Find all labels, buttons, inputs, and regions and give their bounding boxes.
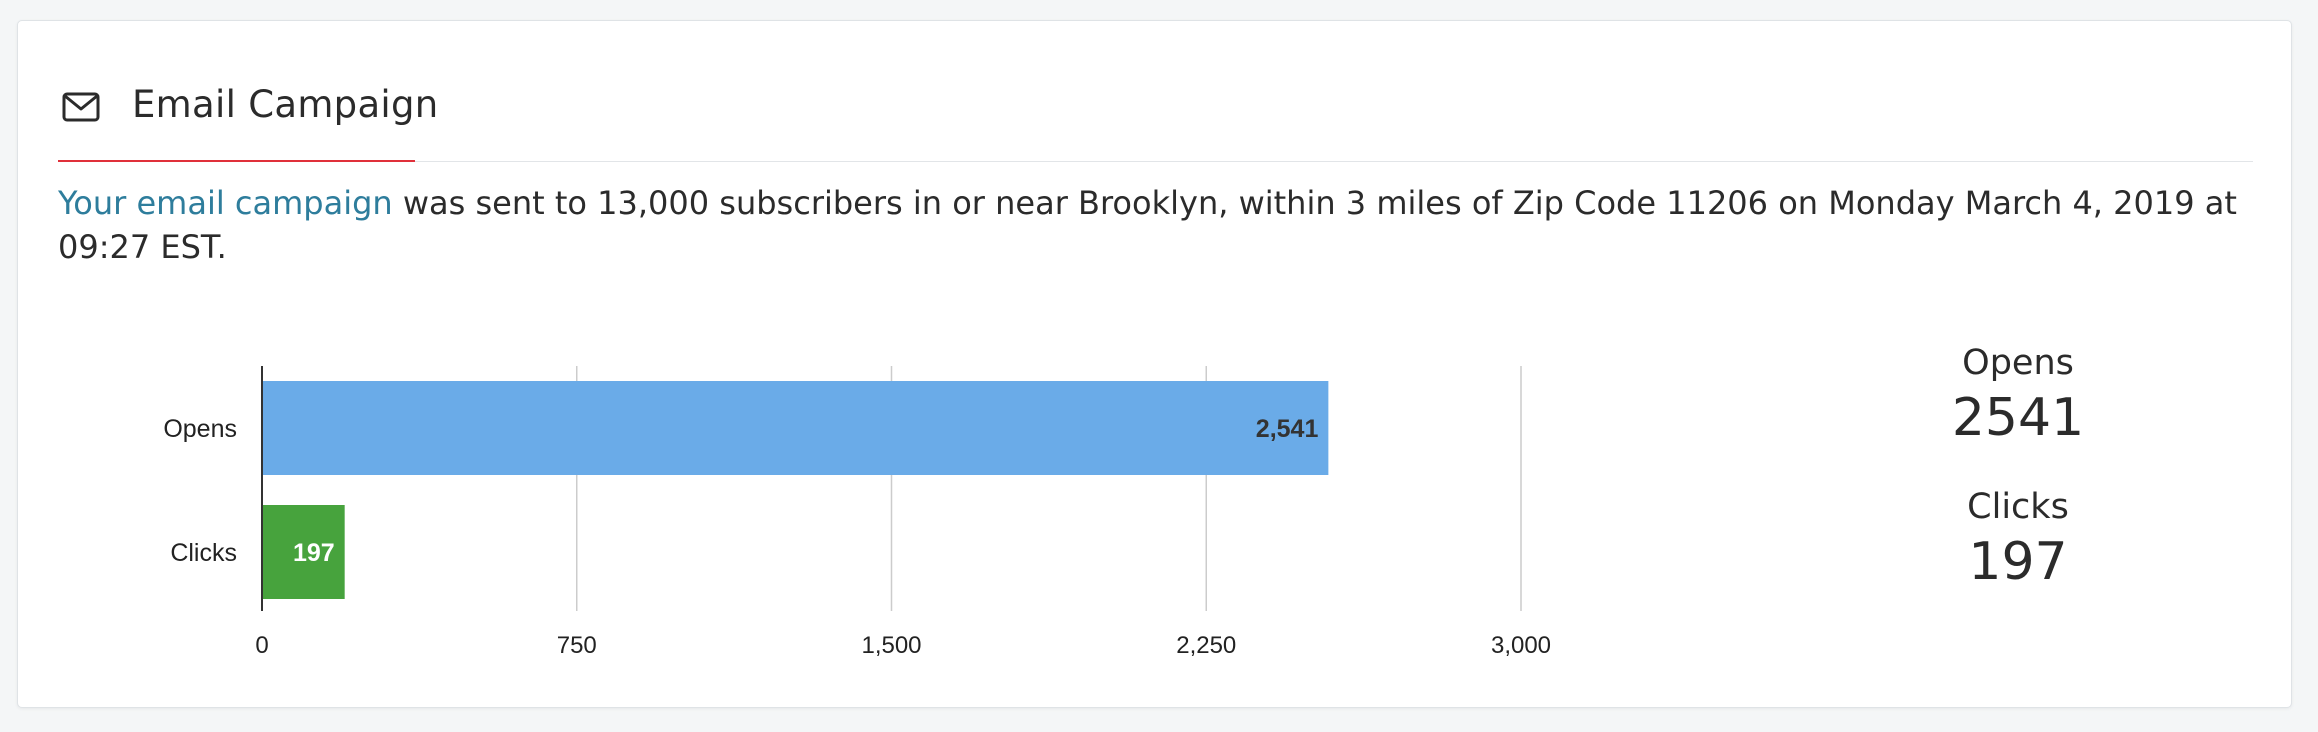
x-tick-label: 1,500 [861,632,921,659]
stats-panel: Opens 2541 Clicks 197 [1818,341,2218,629]
campaign-link[interactable]: Your email campaign [58,184,393,222]
header-accent-underline [58,160,415,162]
stat-opens: Opens 2541 [1818,341,2218,451]
campaign-summary-text: was sent to 13,000 subscribers in or nea… [58,184,2237,266]
stat-opens-label: Opens [1962,343,2074,383]
category-label: Opens [163,415,237,443]
x-tick-label: 2,250 [1176,632,1236,659]
email-campaign-card: Email Campaign Your email campaign was s… [17,20,2292,708]
opens-clicks-bar-chart: 0 750 1,500 2,250 3,000 Opens 2,541 Clicks 197 [163,366,1551,659]
category-label: Clicks [170,539,237,567]
card-title: Email Campaign [132,83,439,126]
envelope-icon [62,92,100,122]
header-divider [58,161,2253,162]
data-label: 2,541 [1256,415,1319,443]
x-tick-label: 750 [557,632,597,659]
data-label: 197 [293,539,335,567]
campaign-summary: Your email campaign was sent to 13,000 s… [58,181,2258,269]
stat-opens-value: 2541 [1951,388,2085,448]
x-tick-label: 3,000 [1491,632,1551,659]
stat-clicks-value: 197 [1968,532,2068,592]
stat-clicks: Clicks 197 [1818,485,2218,595]
x-tick-label: 0 [255,632,268,659]
stat-clicks-label: Clicks [1967,487,2069,527]
bar-opens [262,381,1329,475]
card-header: Email Campaign [58,61,2253,162]
bar-clicks [262,505,345,599]
